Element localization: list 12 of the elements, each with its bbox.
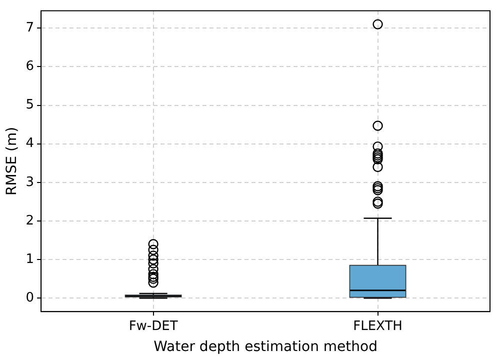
y-tick-label: 7 xyxy=(26,20,34,36)
x-tick-label: FLEXTH xyxy=(353,318,402,334)
y-tick-label: 4 xyxy=(26,136,34,152)
x-axis-title: Water depth estimation method xyxy=(154,339,378,356)
y-tick-label: 0 xyxy=(26,290,34,306)
y-tick-label: 5 xyxy=(26,98,34,113)
x-tick-label: Fw-DET xyxy=(128,318,178,334)
y-tick-label: 3 xyxy=(26,174,34,190)
y-axis-title: RMSE (m) xyxy=(4,126,20,196)
y-tick-label: 2 xyxy=(26,213,34,228)
y-tick-label: 1 xyxy=(26,252,34,267)
y-tick-label: 6 xyxy=(26,59,34,74)
